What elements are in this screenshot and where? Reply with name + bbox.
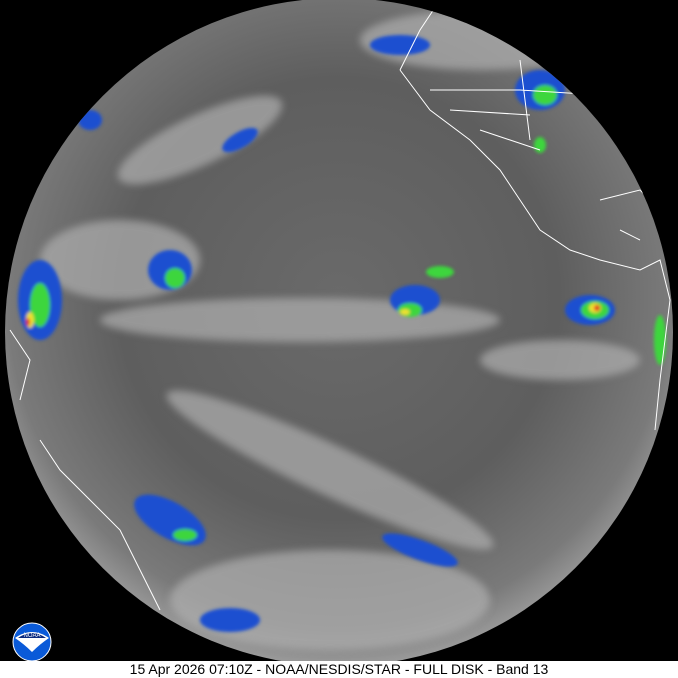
earth-full-disk-image — [5, 0, 673, 661]
noaa-logo-text: NOAA — [23, 633, 40, 639]
noaa-logo: NOAA — [12, 622, 52, 662]
image-caption: 15 Apr 2026 07:10Z - NOAA/NESDIS/STAR - … — [0, 661, 678, 678]
